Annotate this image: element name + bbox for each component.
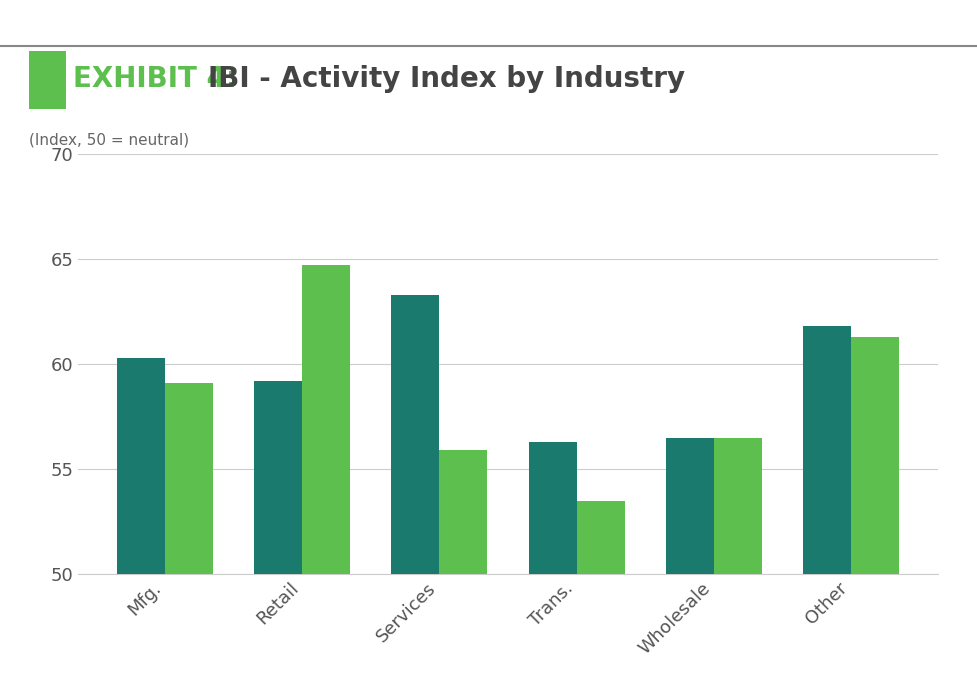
Bar <box>302 265 351 574</box>
Bar <box>440 450 488 574</box>
Bar <box>165 383 213 574</box>
Text: EXHIBIT 4:: EXHIBIT 4: <box>73 65 247 93</box>
Bar <box>665 438 714 574</box>
Text: (Index, 50 = neutral): (Index, 50 = neutral) <box>29 132 190 148</box>
Bar <box>117 358 165 574</box>
Bar <box>714 438 762 574</box>
Bar <box>392 295 440 574</box>
Bar <box>576 500 624 574</box>
Bar <box>851 337 899 574</box>
Bar <box>254 381 302 574</box>
Bar <box>529 442 576 574</box>
Text: IBI - Activity Index by Industry: IBI - Activity Index by Industry <box>208 65 685 93</box>
Bar <box>803 326 851 574</box>
